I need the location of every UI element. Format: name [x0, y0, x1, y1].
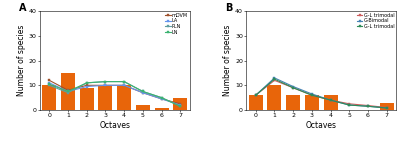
Bar	[286, 95, 300, 110]
G-Bimodal	[272, 77, 277, 79]
Legend: mDVM, LA, PLN, LN: mDVM, LA, PLN, LN	[164, 12, 189, 35]
G-L trimodal	[384, 107, 389, 109]
LN	[140, 91, 145, 92]
Bar	[380, 103, 394, 110]
LN	[178, 105, 183, 107]
PLN	[66, 92, 70, 94]
LA	[159, 98, 164, 100]
LA	[47, 82, 52, 84]
LN	[103, 81, 108, 82]
G-Bimodal	[253, 94, 258, 96]
mDVM	[84, 84, 89, 86]
Bar	[268, 85, 282, 110]
Text: A: A	[19, 3, 26, 13]
LA	[140, 92, 145, 94]
Bar	[136, 105, 150, 110]
Bar	[305, 95, 319, 110]
LN	[159, 97, 164, 98]
G-L trimodal	[291, 87, 296, 89]
G-L trimodal	[347, 103, 352, 105]
G-L trimodal	[366, 105, 370, 107]
G-L trimodal	[310, 94, 314, 96]
G-Bimodal	[328, 99, 333, 101]
LN	[47, 83, 52, 85]
LA	[84, 86, 89, 87]
PLN	[103, 81, 108, 82]
LN	[66, 91, 70, 92]
Bar	[61, 73, 75, 110]
mDVM	[178, 103, 183, 105]
Line: G-L trimodal: G-L trimodal	[254, 78, 388, 109]
G-L trimodal	[253, 94, 258, 96]
Legend: G-L trimodal, G-Bimodal, G-L trimodal: G-L trimodal, G-Bimodal, G-L trimodal	[356, 12, 395, 30]
Text: B: B	[226, 3, 233, 13]
G-Bimodal	[310, 93, 314, 95]
Bar	[173, 98, 187, 110]
mDVM	[103, 84, 108, 86]
PLN	[84, 82, 89, 84]
PLN	[178, 105, 183, 107]
LA	[122, 84, 126, 86]
G-L trimodal	[328, 99, 333, 101]
Bar	[98, 85, 112, 110]
G-L trimodal	[310, 94, 314, 96]
mDVM	[122, 84, 126, 86]
X-axis label: Octaves: Octaves	[99, 121, 130, 130]
G-L trimodal	[272, 78, 277, 80]
G-Bimodal	[366, 105, 370, 107]
G-L trimodal	[272, 80, 277, 81]
Line: mDVM: mDVM	[48, 79, 182, 105]
G-L trimodal	[384, 107, 389, 108]
LN	[122, 81, 126, 82]
mDVM	[159, 98, 164, 100]
G-Bimodal	[384, 107, 389, 109]
Bar	[42, 85, 56, 110]
Y-axis label: Number of species: Number of species	[223, 25, 232, 96]
mDVM	[140, 92, 145, 94]
PLN	[159, 97, 164, 98]
G-L trimodal	[291, 87, 296, 89]
Bar	[154, 108, 168, 110]
X-axis label: Octaves: Octaves	[306, 121, 337, 130]
G-L trimodal	[253, 94, 258, 96]
Bar	[117, 85, 131, 110]
LN	[84, 82, 89, 84]
Bar	[249, 95, 263, 110]
LA	[103, 84, 108, 86]
Bar	[324, 95, 338, 110]
Line: G-Bimodal: G-Bimodal	[254, 77, 388, 109]
Bar	[80, 88, 94, 110]
G-Bimodal	[291, 86, 296, 87]
Line: PLN: PLN	[48, 80, 182, 108]
G-Bimodal	[347, 104, 352, 106]
Line: G-L trimodal: G-L trimodal	[254, 79, 388, 109]
Line: LN: LN	[48, 80, 182, 108]
LA	[178, 104, 183, 106]
G-L trimodal	[347, 104, 352, 106]
mDVM	[47, 80, 52, 81]
PLN	[122, 81, 126, 82]
Line: LA: LA	[48, 82, 182, 106]
G-L trimodal	[328, 99, 333, 101]
G-L trimodal	[366, 105, 370, 106]
mDVM	[66, 89, 70, 91]
LA	[66, 91, 70, 92]
PLN	[47, 84, 52, 86]
Y-axis label: Number of species: Number of species	[17, 25, 26, 96]
PLN	[140, 91, 145, 92]
